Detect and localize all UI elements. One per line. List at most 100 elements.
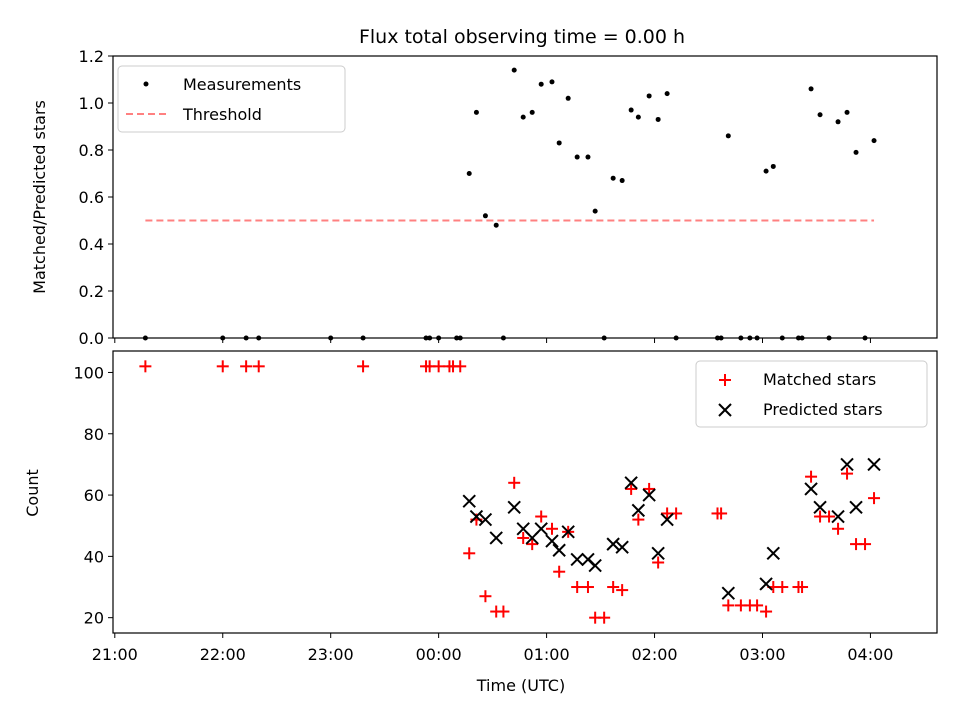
predicted-star-point <box>631 503 646 518</box>
matched-star-point <box>240 360 253 373</box>
bottom-y-tick-label: 60 <box>84 486 104 505</box>
predicted-star-point <box>840 457 854 472</box>
measurement-point <box>635 114 641 120</box>
top-y-ticks: 0.0 0.2 0.4 0.6 0.8 1.0 1.2 <box>79 47 113 348</box>
top-y-tick-label: 1.2 <box>79 47 104 66</box>
matched-star-point <box>859 538 872 551</box>
bottom-x-tick-label: 02:00 <box>631 645 677 664</box>
matched-star-point <box>598 611 611 624</box>
measurement-point <box>871 138 877 144</box>
matched-star-point <box>535 510 548 523</box>
measurement-point <box>826 335 832 341</box>
matched-star-point <box>139 360 152 373</box>
measurement-point <box>763 168 769 174</box>
matched-star-point <box>776 581 789 594</box>
matched-star-point <box>216 360 229 373</box>
predicted-star-point <box>552 543 566 557</box>
measurement-point <box>142 335 148 341</box>
bottom-y-ticks: 20 40 60 80 100 <box>73 363 113 628</box>
measurement-point <box>529 109 535 115</box>
measurement-point <box>673 335 679 341</box>
predicted-star-point <box>469 509 484 524</box>
predicted-star-point <box>721 586 736 600</box>
measurement-point <box>747 335 753 341</box>
measurement-point <box>511 67 517 73</box>
legend-measurements-marker <box>143 81 149 87</box>
predicted-star-point <box>570 552 584 567</box>
measurement-point <box>423 335 429 341</box>
measurement-point <box>655 116 661 122</box>
measurement-point <box>795 335 801 341</box>
matched-star-point <box>760 605 773 618</box>
top-y-axis-label: Matched/Predicted stars <box>30 100 49 294</box>
matched-star-point <box>868 492 881 505</box>
legend-matched-label: Matched stars <box>763 370 876 389</box>
measurement-point <box>853 149 859 155</box>
matched-star-point <box>607 581 620 594</box>
measurement-point <box>738 335 744 341</box>
bottom-x-tick-label: 22:00 <box>200 645 246 664</box>
measurement-point <box>585 154 591 160</box>
measurement-point <box>427 335 433 341</box>
top-series <box>142 67 877 341</box>
bottom-y-tick-label: 100 <box>73 363 104 382</box>
predicted-star-point <box>849 500 863 515</box>
bottom-y-tick-label: 40 <box>84 547 104 566</box>
matched-star-point <box>796 581 809 594</box>
predicted-star-point <box>813 500 827 515</box>
measurement-point <box>770 163 776 169</box>
measurement-point <box>493 222 499 228</box>
measurement-point <box>610 175 616 181</box>
predicted-star-point <box>615 540 629 554</box>
matched-star-point <box>832 522 845 535</box>
predicted-star-point <box>588 558 602 573</box>
matched-star-point <box>632 513 645 526</box>
bottom-series <box>139 360 881 624</box>
matched-star-point <box>625 482 638 495</box>
measurement-point <box>549 79 555 85</box>
chart-title: Flux total observing time = 0.00 h <box>359 26 685 48</box>
measurement-point <box>500 335 506 341</box>
measurement-point <box>556 140 562 146</box>
predicted-star-point <box>624 476 638 490</box>
measurement-point <box>817 112 823 118</box>
matched-star-point <box>751 599 764 612</box>
bottom-x-axis-label: Time (UTC) <box>476 676 565 695</box>
matched-star-point <box>517 531 530 544</box>
predicted-star-point <box>489 531 503 545</box>
bottom-plot-frame <box>112 350 938 634</box>
matched-star-point <box>805 470 818 483</box>
bottom-x-tick-label: 00:00 <box>416 645 462 664</box>
top-y-tick-label: 0.2 <box>79 282 104 301</box>
measurement-point <box>718 335 724 341</box>
matched-star-point <box>432 360 445 373</box>
measurement-point <box>360 335 366 341</box>
predicted-star-point <box>462 494 476 508</box>
measurement-point <box>457 335 463 341</box>
measurement-point <box>835 119 841 125</box>
measurement-point <box>725 133 731 139</box>
predicted-star-point <box>867 457 881 472</box>
matched-star-point <box>545 522 558 535</box>
bottom-panel: 20 40 60 80 100 21:00 22:00 23:00 00:00 01:00 02:… <box>23 350 938 695</box>
legend-predicted-label: Predicted stars <box>763 400 883 419</box>
matched-star-point <box>463 547 476 560</box>
matched-star-point <box>357 360 370 373</box>
legend-predicted-marker <box>718 403 732 417</box>
measurement-point <box>592 208 598 214</box>
top-y-tick-label: 0.0 <box>79 329 104 348</box>
top-legend-box <box>117 65 346 133</box>
matched-star-point <box>252 360 265 373</box>
matched-star-point <box>508 476 521 489</box>
predicted-star-point <box>606 537 620 551</box>
predicted-star-point <box>507 500 521 515</box>
matched-star-point <box>454 360 467 373</box>
legend-measurements-label: Measurements <box>183 75 301 94</box>
measurement-point <box>436 335 442 341</box>
predicted-star-point <box>534 522 548 536</box>
bottom-x-tick-label: 21:00 <box>92 645 138 664</box>
measurement-point <box>754 335 760 341</box>
bottom-x-tick-label: 23:00 <box>308 645 354 664</box>
predicted-star-point <box>651 546 665 561</box>
